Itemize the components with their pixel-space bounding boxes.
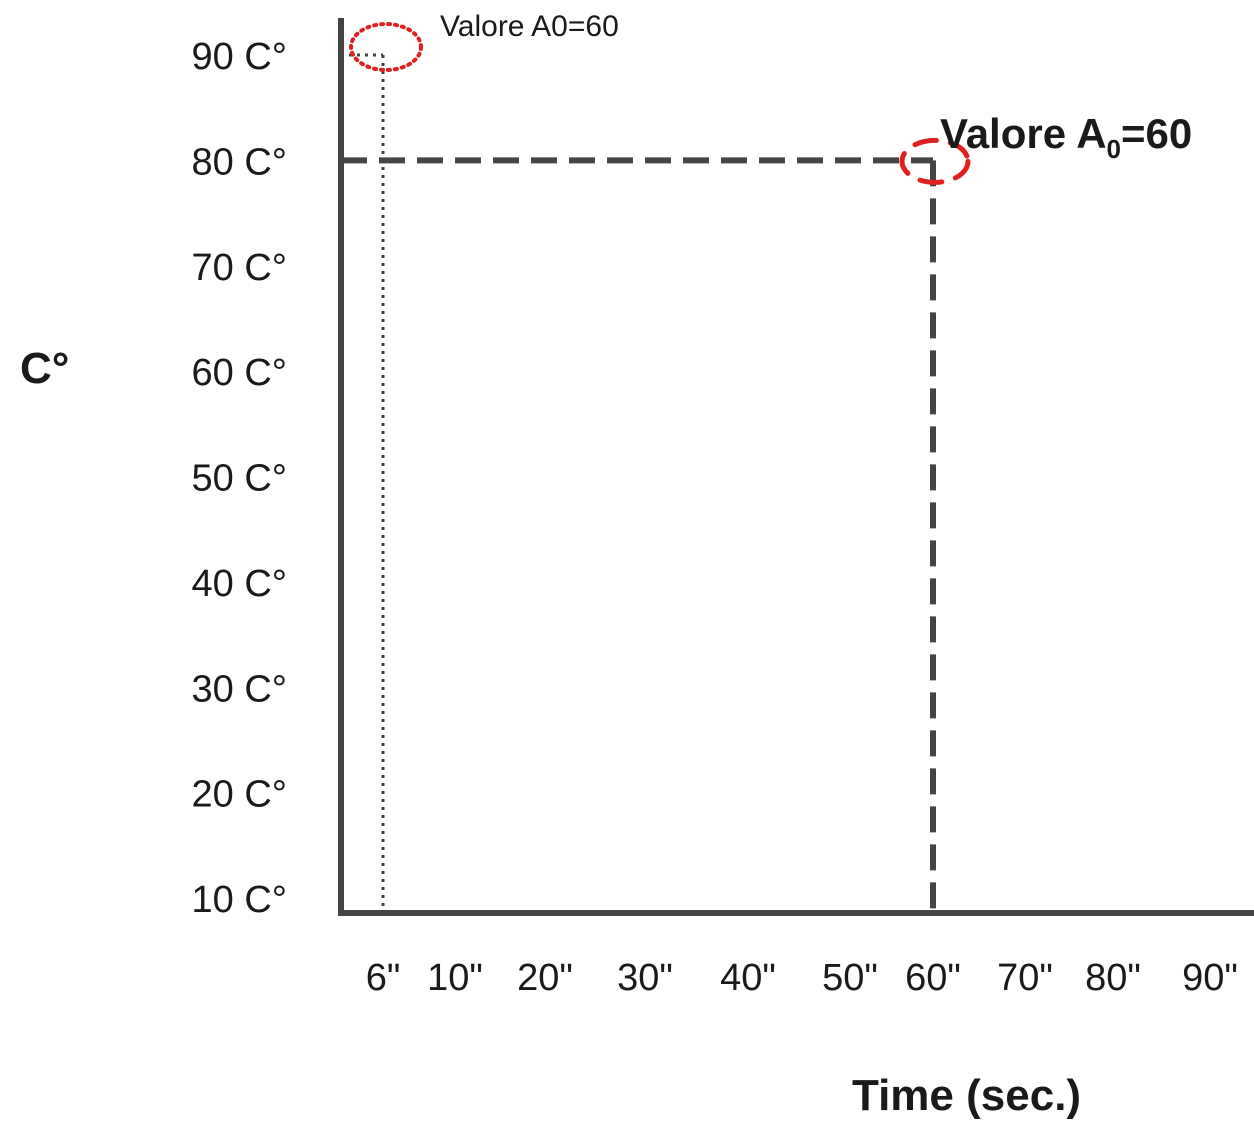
x-tick-label: 20" (517, 957, 573, 999)
x-tick-label: 40" (720, 957, 776, 999)
y-tick-label: 60 C° (192, 352, 287, 394)
y-tick-label: 40 C° (192, 563, 287, 605)
annotation-small: Valore A0=60 (440, 10, 619, 43)
x-tick-label: 90" (1182, 957, 1238, 999)
y-tick-label: 20 C° (192, 774, 287, 816)
x-tick-label: 10" (427, 957, 483, 999)
y-tick-label: 90 C° (192, 36, 287, 78)
y-axis-title: C° (20, 344, 69, 393)
y-tick-label: 80 C° (192, 141, 287, 183)
annotation-big: Valore A0=60 (940, 110, 1192, 164)
x-tick-label: 70" (997, 957, 1053, 999)
x-tick-label: 50" (822, 957, 878, 999)
marker-circle-0 (349, 22, 423, 72)
x-axis-title: Time (sec.) (852, 1071, 1081, 1120)
y-tick-label: 30 C° (192, 668, 287, 710)
x-tick-label: 60" (905, 957, 961, 999)
y-tick-label: 10 C° (192, 879, 287, 921)
annotation-big-tail: =60 (1121, 110, 1192, 157)
x-tick-label: 30" (617, 957, 673, 999)
annotation-big-sub: 0 (1107, 134, 1121, 164)
y-tick-label: 70 C° (192, 247, 287, 289)
y-tick-label: 50 C° (192, 458, 287, 500)
annotation-big-main: Valore A (940, 110, 1107, 157)
x-tick-label: 80" (1085, 957, 1141, 999)
marker-circle-1 (899, 137, 971, 185)
x-tick-label: 6" (366, 957, 401, 999)
